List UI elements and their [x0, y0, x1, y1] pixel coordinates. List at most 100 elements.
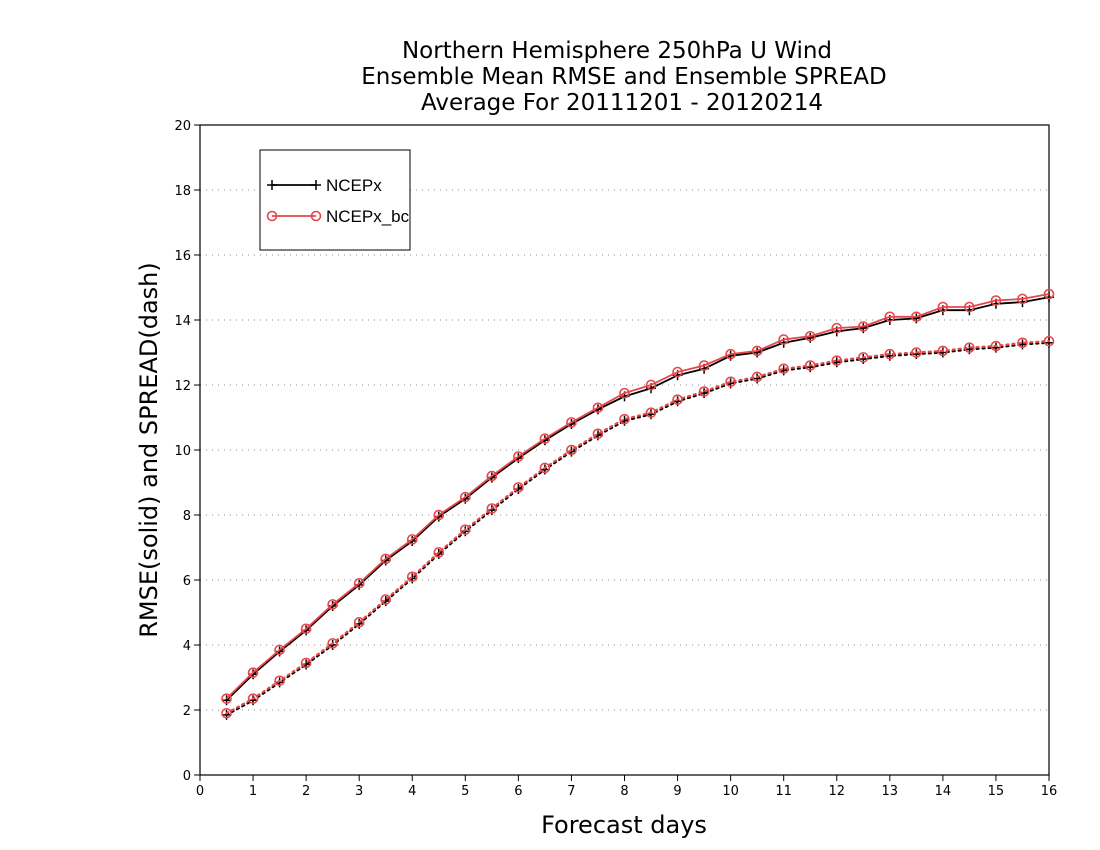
y-tick-label: 4	[183, 639, 191, 654]
title-line-3: Average For 20111201 - 20120214	[421, 90, 823, 116]
x-tick-label: 13	[882, 784, 899, 799]
legend-label: NCEPx	[326, 176, 382, 195]
y-tick-label: 8	[183, 509, 191, 524]
x-tick-label: 3	[355, 784, 363, 799]
data-point-circle	[857, 321, 869, 332]
data-point-circle	[831, 322, 843, 334]
legend-marker	[311, 180, 321, 190]
y-tick-label: 18	[174, 184, 191, 199]
chart-title: Northern Hemisphere 250hPa U Wind Ensemb…	[361, 38, 886, 116]
x-tick-label: 10	[722, 784, 739, 799]
legend-label: NCEPx_bc	[326, 207, 410, 226]
data-point-circle	[698, 386, 710, 397]
data-point-circle	[486, 503, 498, 514]
data-point-circle	[221, 693, 232, 704]
series-ncepx-bc-spread	[221, 335, 1055, 719]
data-point-circle	[406, 571, 418, 583]
data-point-circle	[911, 347, 922, 358]
data-point-circle	[884, 348, 896, 360]
series-line	[225, 293, 1050, 700]
data-point-circle	[619, 387, 630, 399]
x-tick-label: 11	[775, 784, 792, 799]
data-point-circle	[300, 623, 312, 635]
data-point-circle	[645, 379, 657, 391]
legend-item-ncepx-bc: NCEPx_bc	[266, 207, 410, 226]
series-line	[225, 340, 1051, 715]
x-tick-label: 9	[673, 784, 681, 799]
legend-marker	[267, 180, 277, 190]
y-tick-label: 14	[174, 314, 191, 329]
data-point-circle	[353, 577, 365, 589]
data-point-circle	[539, 433, 551, 444]
y-axis-title: RMSE(solid) and SPREAD(dash)	[135, 262, 163, 638]
data-point-circle	[327, 638, 338, 649]
legend-marker	[266, 210, 278, 222]
data-point-circle	[778, 334, 789, 345]
data-point-circle	[619, 413, 630, 425]
data-point-circle	[725, 376, 736, 388]
data-point-circle	[566, 444, 577, 456]
series-line	[225, 341, 1051, 717]
data-point-circle	[221, 707, 232, 719]
grid-lines	[200, 189, 1049, 711]
data-point-circle	[990, 340, 1002, 352]
y-tick-label: 12	[174, 379, 191, 394]
legend-box	[259, 149, 411, 251]
data-point-circle	[592, 402, 604, 414]
x-tick-label: 16	[1041, 784, 1058, 799]
data-point-circle	[1043, 288, 1055, 300]
y-tick-label: 10	[174, 444, 191, 459]
series-ncepx-spread	[221, 337, 1054, 720]
x-axis-title: Forecast days	[541, 811, 707, 839]
data-point-circle	[911, 311, 922, 323]
data-point-circle	[831, 355, 843, 366]
data-point-circle	[937, 301, 949, 313]
data-point-circle	[964, 301, 975, 313]
data-point-circle	[460, 491, 471, 503]
data-point-circle	[857, 352, 869, 363]
data-point-circle	[327, 599, 338, 610]
data-point-circle	[566, 417, 577, 428]
data-point-circle	[406, 534, 418, 545]
y-tick-label: 20	[174, 119, 191, 134]
x-tick-label: 2	[302, 784, 310, 799]
data-point-circle	[433, 509, 445, 521]
legend-marker	[310, 210, 322, 222]
data-point-circle	[513, 451, 524, 462]
data-point-circle	[513, 482, 524, 493]
data-point-circle	[433, 547, 445, 558]
y-tick-label: 6	[183, 574, 191, 589]
data-point-circle	[804, 360, 816, 371]
series-line	[225, 296, 1050, 701]
data-point-circle	[247, 667, 259, 678]
data-point-circle	[751, 371, 763, 383]
x-tick-label: 15	[988, 784, 1005, 799]
x-tick-label: 4	[408, 784, 416, 799]
x-tick-label: 8	[620, 784, 628, 799]
x-tick-label: 12	[828, 784, 845, 799]
legend-item-ncepx: NCEPx	[267, 176, 382, 195]
y-tick-label: 16	[174, 249, 191, 264]
x-tick-label: 6	[514, 784, 522, 799]
data-point-circle	[645, 407, 657, 418]
data-point-circle	[1017, 293, 1028, 305]
data-point-circle	[672, 394, 683, 405]
data-point-circle	[1017, 337, 1028, 349]
x-tick-label: 7	[567, 784, 575, 799]
y-tick-label: 0	[183, 769, 191, 784]
data-point-circle	[725, 348, 736, 360]
data-point-circle	[778, 363, 789, 375]
x-tick-label: 1	[249, 784, 257, 799]
data-point-circle	[937, 345, 949, 357]
data-point-circle	[274, 644, 285, 656]
data-point-circle	[380, 553, 392, 565]
data-point-circle	[353, 616, 365, 628]
data-point-circle	[884, 311, 896, 323]
data-point-circle	[672, 366, 683, 378]
legend-entries: NCEPx NCEPx_bc	[266, 176, 410, 226]
data-point-circle	[804, 330, 816, 342]
legend: NCEPx NCEPx_bc	[259, 149, 411, 251]
data-point-circle	[751, 345, 763, 357]
title-line-1: Northern Hemisphere 250hPa U Wind	[402, 38, 832, 64]
